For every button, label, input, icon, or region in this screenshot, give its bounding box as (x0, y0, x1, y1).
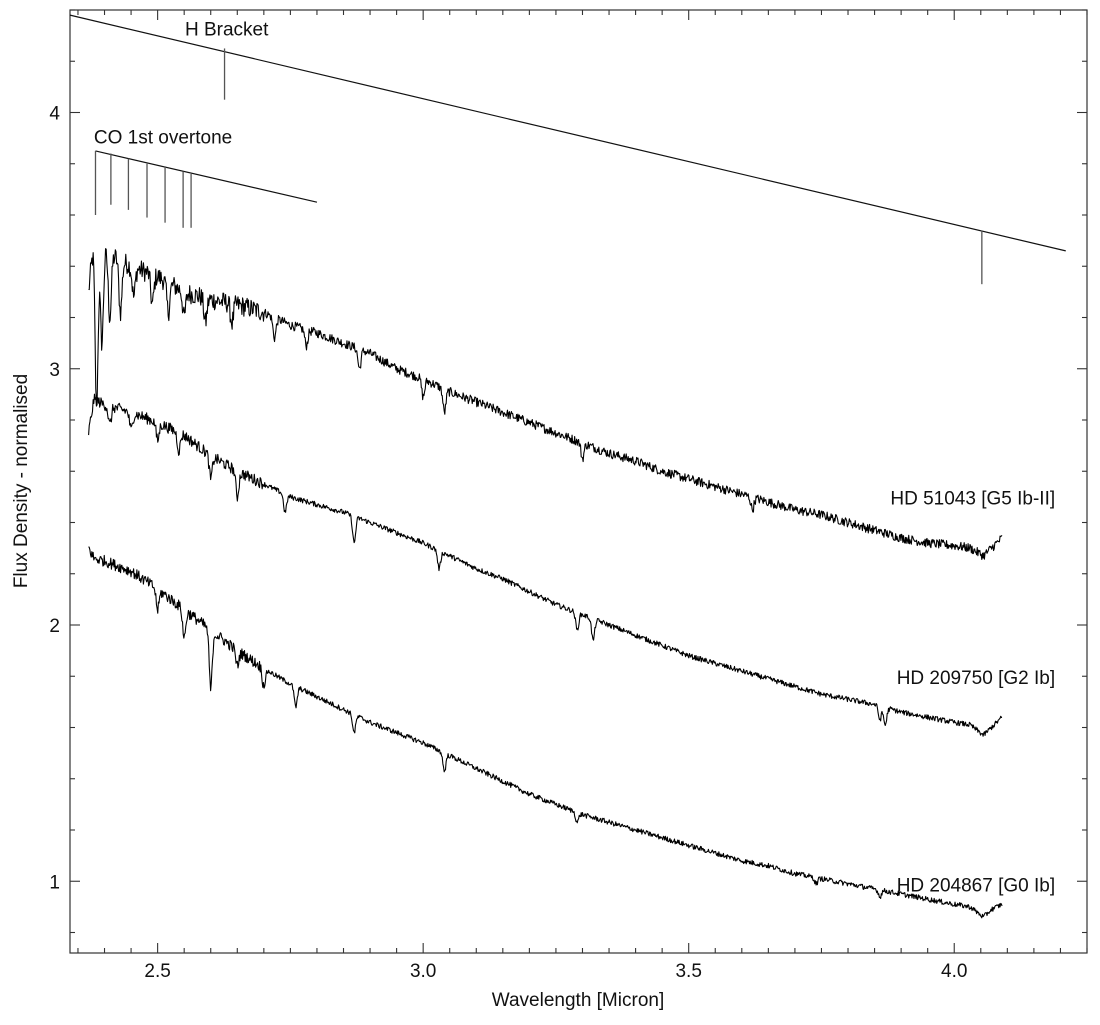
spectrum-line (88, 248, 1003, 561)
series-label: HD 51043 [G5 Ib-II] (890, 489, 1055, 510)
y-tick-label: 1 (49, 872, 60, 893)
annotation-label: H Bracket (185, 20, 269, 41)
x-tick-label: 4.0 (941, 961, 967, 982)
x-axis-title: Wavelength [Micron] (492, 990, 664, 1011)
spectrum-line (88, 393, 1003, 737)
spectral-line-annotations: H Bracket CO 1st overtone (69, 14, 1066, 285)
plot-frame (69, 9, 1088, 954)
series-group: HD 51043 [G5 Ib-II] (88, 248, 1055, 561)
axis-ticks (70, 9, 1088, 953)
series-group: HD 209750 [G2 Ib] (88, 393, 1055, 737)
y-tick-label: 2 (49, 616, 60, 637)
y-tick-label: 3 (49, 360, 60, 381)
spectra-series: HD 51043 [G5 Ib-II] HD 209750 [G2 Ib] HD 2… (88, 248, 1055, 919)
y-axis-title: Flux Density - normalised (11, 374, 32, 588)
x-tick-label: 2.5 (144, 961, 170, 982)
series-group: HD 204867 [G0 Ib] (88, 546, 1055, 919)
annotation-label: CO 1st overtone (94, 127, 232, 148)
spectrum-line (88, 546, 1003, 919)
annotation-group: H Bracket (69, 14, 1066, 285)
axis-tick-labels: 2.5 3.0 3.5 4.0 1 2 3 4 (49, 104, 967, 983)
annotation-group: CO 1st overtone (94, 127, 318, 228)
x-tick-label: 3.0 (410, 961, 436, 982)
annotation-line (69, 14, 1066, 252)
annotation-line (95, 150, 318, 203)
x-tick-label: 3.5 (675, 961, 701, 982)
y-tick-label: 4 (49, 104, 60, 125)
series-label: HD 209750 [G2 Ib] (897, 668, 1055, 689)
series-label: HD 204867 [G0 Ib] (897, 876, 1055, 897)
